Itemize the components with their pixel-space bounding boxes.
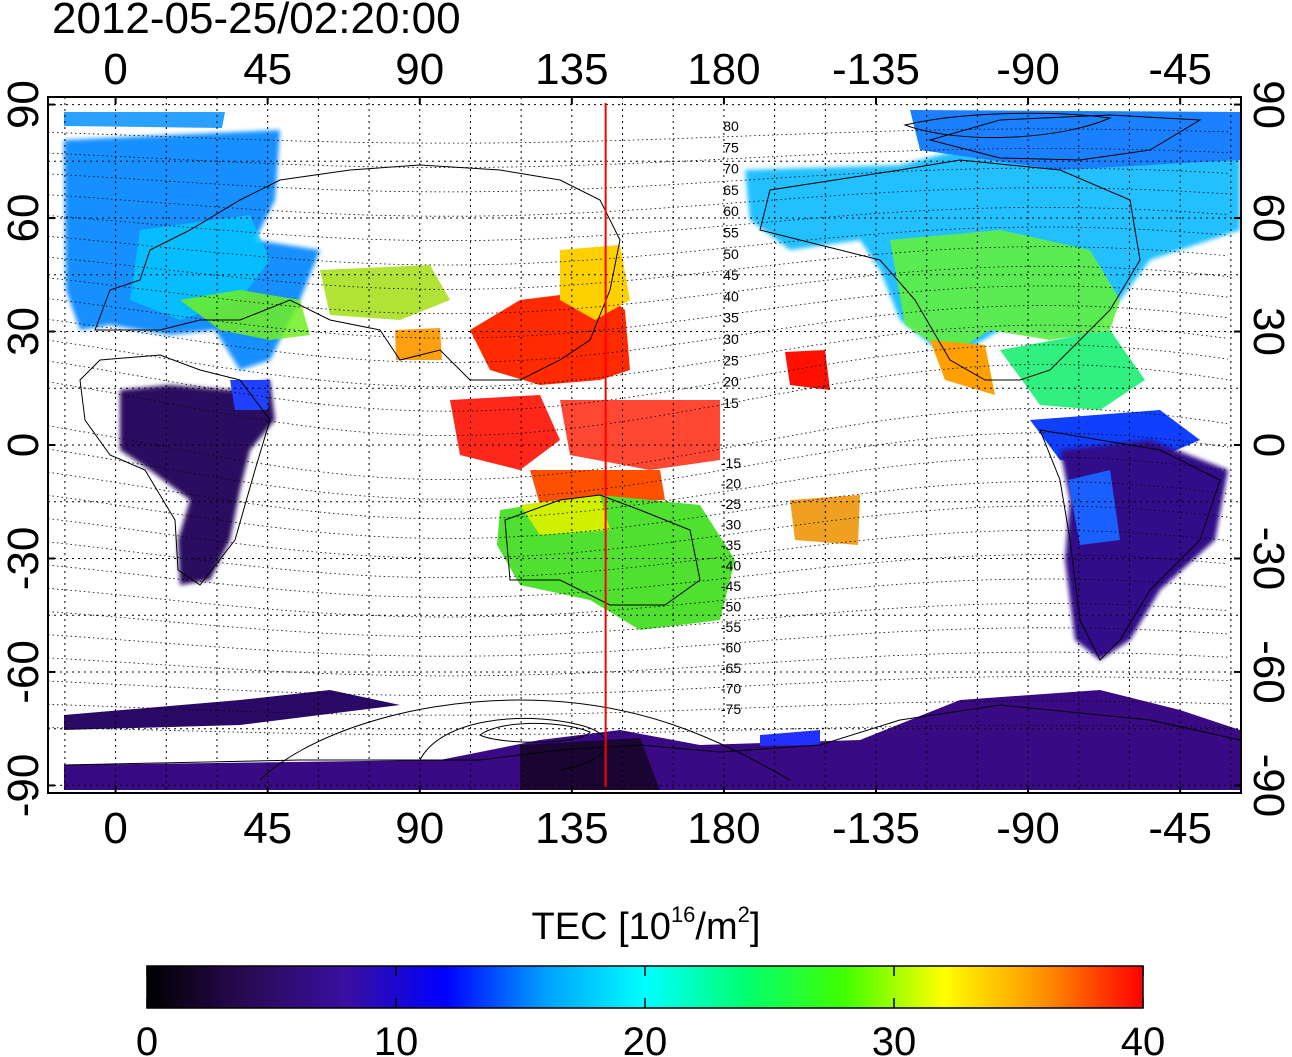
region-australia-east-yellow <box>520 495 610 535</box>
region-antarctic-ring <box>64 690 400 730</box>
contour-label: 15 <box>723 395 739 411</box>
colorbar-ticks: 0 10 20 30 40 <box>136 966 1165 1057</box>
contour-label: 30 <box>723 331 739 347</box>
contour-label: -60 <box>721 640 741 656</box>
region-south-america-blue <box>1068 470 1120 545</box>
graticule <box>48 97 1241 793</box>
region-se-asia-red <box>450 395 560 470</box>
colorbar-title: TEC [1016/m2] <box>531 902 761 948</box>
contour-label: -65 <box>721 660 741 676</box>
region-africa-blue <box>230 380 270 410</box>
region-south-pacific <box>790 495 860 545</box>
contour-label: 50 <box>723 246 739 262</box>
region-middle-east-green <box>180 290 310 340</box>
contour-label: -15 <box>721 455 741 471</box>
region-antarctica-blue <box>760 730 820 746</box>
y-tick-left: -60 <box>0 640 48 704</box>
contour-label: -30 <box>721 517 741 533</box>
x-axis-bottom: 0 45 90 135 180 -135 -90 -45 <box>103 804 1212 853</box>
region-africa <box>120 380 275 585</box>
y-tick-right: 60 <box>1244 194 1292 243</box>
contour-label: -45 <box>721 578 741 594</box>
x-tick-bottom: -90 <box>996 804 1060 853</box>
frame-ticks <box>48 97 1241 793</box>
colorbar-tick-label: 20 <box>623 1020 668 1057</box>
magnetic-latitude-contours <box>48 128 1229 736</box>
x-tick-bottom: 45 <box>243 804 292 853</box>
x-tick-bottom: 135 <box>535 804 608 853</box>
x-tick-bottom: 180 <box>687 804 760 853</box>
x-tick-bottom: 0 <box>103 804 127 853</box>
contour-label: 35 <box>723 310 739 326</box>
region-caribbean-green <box>1000 330 1145 410</box>
x-tick-top: 45 <box>243 45 292 94</box>
y-tick-right: 90 <box>1244 80 1292 129</box>
x-tick-top: 0 <box>103 45 127 94</box>
y-tick-right: -60 <box>1244 640 1292 704</box>
contour-label: 55 <box>723 225 739 241</box>
y-tick-left: 0 <box>0 433 48 457</box>
contour-labels-south: -15 -20 -25 -30 -35 -40 -45 -50 -55 -60 -65 -70 -75 <box>721 455 741 717</box>
x-tick-top: 135 <box>535 45 608 94</box>
region-north-america-green <box>890 230 1120 355</box>
contour-label: -70 <box>721 681 741 697</box>
x-tick-top: -45 <box>1148 45 1212 94</box>
region-japan-yellow <box>560 245 630 320</box>
region-greenland <box>910 110 1240 170</box>
region-antarctica-dark <box>520 738 660 790</box>
contour-label: 60 <box>723 203 739 219</box>
y-tick-left: 90 <box>0 80 48 129</box>
y-tick-right: 0 <box>1244 433 1292 457</box>
region-north-cap <box>64 112 225 128</box>
contour-label: 45 <box>723 267 739 283</box>
x-axis-top: 0 45 90 135 180 -135 -90 -45 <box>103 45 1212 94</box>
tec-data-layer <box>64 110 1240 790</box>
plot-title: 2012-05-25/02:20:00 <box>52 0 461 43</box>
contour-label: 40 <box>723 288 739 304</box>
polar-contours <box>259 112 1112 781</box>
region-south-america <box>1060 440 1228 660</box>
x-tick-top: -135 <box>832 45 920 94</box>
y-tick-left: -30 <box>0 527 48 591</box>
contour-label: -50 <box>721 599 741 615</box>
contour-label: -40 <box>721 558 741 574</box>
contour-label: 20 <box>723 374 739 390</box>
contour-label: 65 <box>723 182 739 198</box>
contour-label: 25 <box>723 352 739 368</box>
contour-label: 75 <box>723 139 739 155</box>
contour-label: -35 <box>721 537 741 553</box>
x-tick-top: 90 <box>395 45 444 94</box>
x-tick-top: -90 <box>996 45 1060 94</box>
x-tick-bottom: -135 <box>832 804 920 853</box>
region-antarctica <box>64 690 1240 790</box>
y-tick-left: 60 <box>0 194 48 243</box>
y-tick-left: -90 <box>0 754 48 818</box>
region-pacific-red <box>560 400 720 470</box>
x-tick-top: 180 <box>687 45 760 94</box>
x-tick-bottom: -45 <box>1148 804 1212 853</box>
colorbar-tick-label: 10 <box>374 1020 419 1057</box>
colorbar-tick-label: 0 <box>136 1020 158 1057</box>
y-axis-right: 90 60 30 0 -30 -60 -90 <box>1244 80 1292 817</box>
region-central-asia <box>320 265 450 320</box>
contour-labels-north: 80 75 70 65 60 55 50 45 40 35 30 25 20 15 <box>723 118 739 411</box>
colorbar-tick-label: 30 <box>872 1020 917 1057</box>
contour-label: 80 <box>723 118 739 134</box>
colorbar-tick-label: 40 <box>1121 1020 1166 1057</box>
contour-label: -75 <box>721 701 741 717</box>
contour-label: 70 <box>723 161 739 177</box>
y-axis-left: 90 60 30 0 -30 -60 -90 <box>0 80 48 817</box>
x-tick-bottom: 90 <box>395 804 444 853</box>
y-tick-right: -90 <box>1244 754 1292 818</box>
contour-label: -55 <box>721 619 741 635</box>
region-new-guinea <box>530 470 665 505</box>
y-tick-right: -30 <box>1244 527 1292 591</box>
contour-label: -20 <box>721 476 741 492</box>
region-hawaii <box>785 350 830 390</box>
contour-label: -25 <box>721 496 741 512</box>
y-tick-right: 30 <box>1244 307 1292 356</box>
y-tick-left: 30 <box>0 307 48 356</box>
